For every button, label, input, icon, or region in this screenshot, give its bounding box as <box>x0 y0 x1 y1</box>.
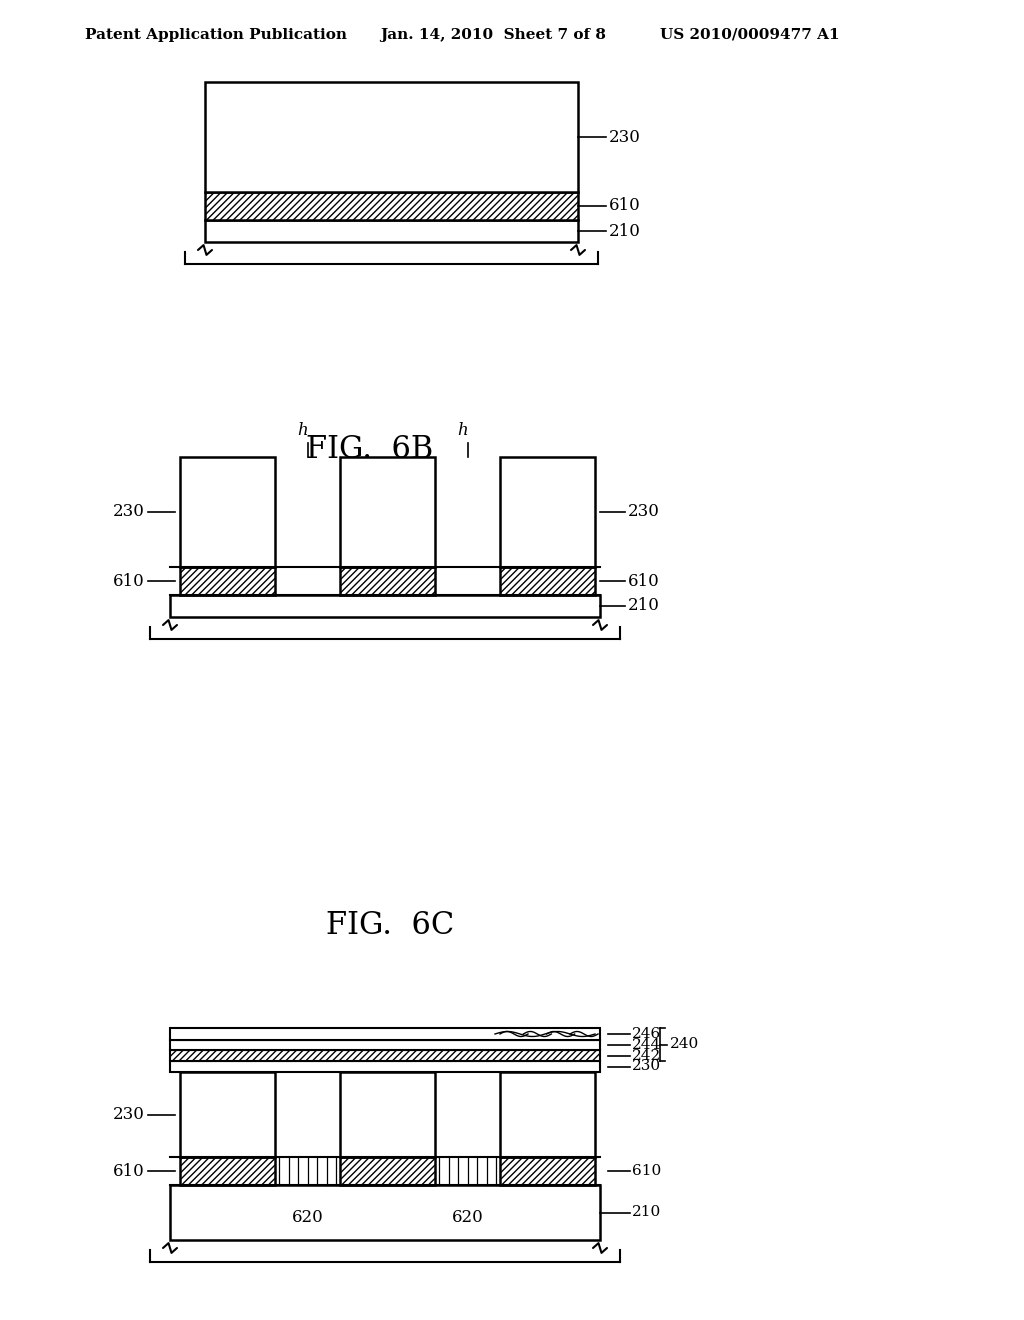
Text: 210: 210 <box>628 598 659 615</box>
Bar <box>170 1028 600 1040</box>
Text: 210: 210 <box>632 1205 662 1220</box>
Text: FIG.  6C: FIG. 6C <box>326 909 454 940</box>
Text: 230: 230 <box>628 503 659 520</box>
Text: h: h <box>457 422 468 440</box>
Text: 610: 610 <box>114 573 145 590</box>
Text: 210: 210 <box>609 223 641 239</box>
Bar <box>340 457 435 568</box>
Text: 230: 230 <box>113 503 145 520</box>
Text: 620: 620 <box>292 1209 324 1226</box>
Bar <box>500 1158 595 1185</box>
Text: 242: 242 <box>632 1048 662 1063</box>
Text: 610: 610 <box>609 198 641 214</box>
Text: 240: 240 <box>670 1038 699 1052</box>
Bar <box>340 568 435 595</box>
Text: 610: 610 <box>628 573 659 590</box>
Bar <box>500 1072 595 1158</box>
Bar <box>205 82 578 191</box>
Text: US 2010/0009477 A1: US 2010/0009477 A1 <box>660 28 840 42</box>
Bar <box>170 1185 600 1239</box>
Bar <box>170 595 600 616</box>
Text: 610: 610 <box>632 1164 662 1177</box>
Text: 610: 610 <box>114 1163 145 1180</box>
Text: 620: 620 <box>452 1209 483 1226</box>
Text: 246: 246 <box>632 1027 662 1041</box>
Bar <box>170 1061 600 1072</box>
Bar <box>180 568 275 595</box>
Bar <box>500 457 595 568</box>
Bar <box>180 457 275 568</box>
Text: 230: 230 <box>113 1106 145 1123</box>
Text: FIG.  6A: FIG. 6A <box>306 90 433 120</box>
Bar <box>205 220 578 242</box>
Bar <box>170 1040 600 1049</box>
Text: h: h <box>297 422 308 440</box>
Text: Jan. 14, 2010  Sheet 7 of 8: Jan. 14, 2010 Sheet 7 of 8 <box>380 28 606 42</box>
Text: 244: 244 <box>632 1038 662 1052</box>
Bar <box>340 1158 435 1185</box>
Bar <box>340 1072 435 1158</box>
Bar <box>205 191 578 220</box>
Text: FIG.  6B: FIG. 6B <box>306 434 433 466</box>
Bar <box>180 1158 275 1185</box>
Text: 230: 230 <box>632 1060 662 1073</box>
Bar <box>170 1049 600 1061</box>
Text: 230: 230 <box>609 128 641 145</box>
Bar <box>180 1072 275 1158</box>
Bar <box>500 568 595 595</box>
Text: Patent Application Publication: Patent Application Publication <box>85 28 347 42</box>
